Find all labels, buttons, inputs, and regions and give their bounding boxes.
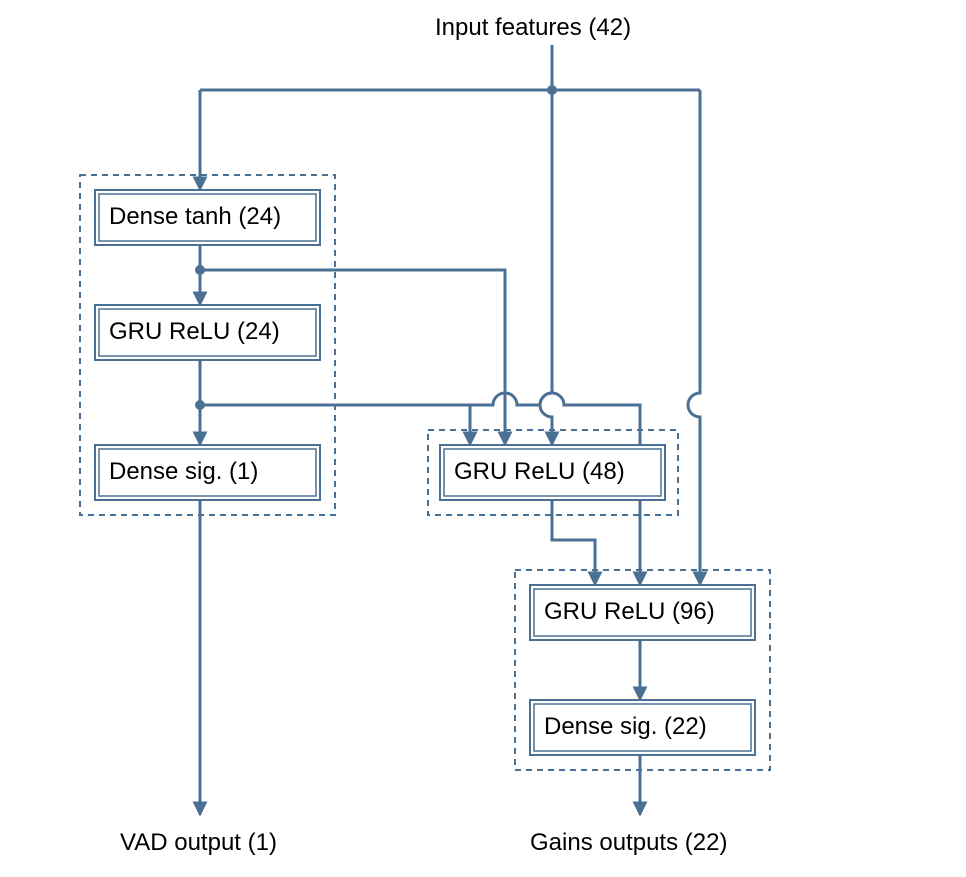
diagram-svg: Dense tanh (24) GRU ReLU (24) Dense sig. (… [0, 0, 966, 877]
node-gru_relu_24: GRU ReLU (24) [95, 305, 320, 360]
node-dense_sig_22: Dense sig. (22) [530, 700, 755, 755]
node-gru_relu_48: GRU ReLU (48) [440, 445, 665, 500]
node-dense_sig_1: Dense sig. (1) [95, 445, 320, 500]
node-label-dense_sig_22: Dense sig. (22) [544, 713, 707, 740]
node-label-gru_relu_48: GRU ReLU (48) [454, 458, 625, 485]
node-label-dense_sig_1: Dense sig. (1) [109, 458, 258, 485]
node-dense_tanh: Dense tanh (24) [95, 190, 320, 245]
junction-dot [195, 265, 205, 275]
node-gru_relu_96: GRU ReLU (96) [530, 585, 755, 640]
node-label-gru_relu_96: GRU ReLU (96) [544, 598, 715, 625]
junction-dot [195, 400, 205, 410]
diagram-root: Dense tanh (24) GRU ReLU (24) Dense sig. (… [0, 0, 966, 877]
node-label-gru_relu_24: GRU ReLU (24) [109, 318, 280, 345]
node-label-dense_tanh: Dense tanh (24) [109, 203, 281, 230]
output-vad_out: VAD output (1) [120, 829, 277, 856]
output-gains_out: Gains outputs (22) [530, 829, 727, 856]
top-label: Input features (42) [435, 14, 631, 41]
